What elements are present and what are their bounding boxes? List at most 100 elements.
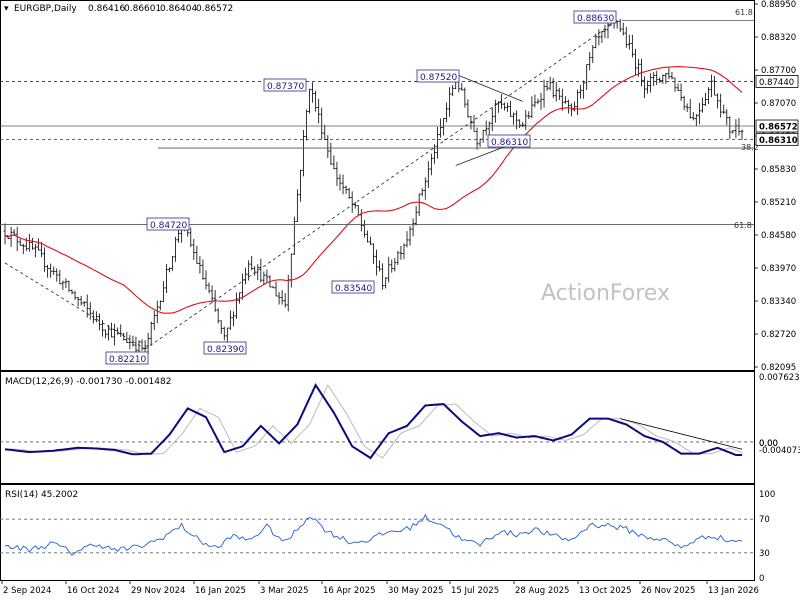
price-bar (335, 161, 339, 186)
price-bar (381, 263, 385, 290)
price-bar (436, 126, 439, 159)
price-bar (366, 230, 369, 243)
open-value: 0.86416 (88, 4, 125, 14)
swing-annotation: 0.82390 (203, 341, 247, 355)
price-bar (195, 245, 199, 264)
price-bar (548, 76, 552, 91)
price-bar (393, 257, 397, 272)
price-bar (442, 117, 445, 136)
price-bar (600, 30, 604, 43)
price-bar (396, 250, 400, 265)
swing-annotation: 0.87520 (416, 69, 460, 83)
price-bar (506, 102, 509, 112)
price-bar (98, 313, 101, 331)
fib-label: 61.8 (735, 8, 753, 17)
price-bar (411, 218, 415, 237)
price-bar (484, 120, 488, 136)
price-bar (414, 205, 418, 226)
price-bar (64, 278, 68, 289)
price-bar (362, 219, 366, 238)
price-tick-label: 0.83970 (761, 264, 796, 274)
price-panel-frame (0, 0, 755, 371)
price-bar (387, 256, 391, 283)
price-bar (329, 142, 333, 166)
price-bar (579, 84, 582, 99)
price-bar (155, 300, 159, 324)
price-bar (542, 79, 546, 108)
price-bar (536, 98, 540, 105)
price-bar (621, 22, 625, 36)
price-bar (55, 268, 59, 282)
price-bar (378, 260, 381, 272)
rsi-panel-frame (0, 484, 755, 581)
price-bar (250, 255, 254, 271)
price-bar (554, 81, 558, 102)
price-bar (451, 85, 455, 96)
price-bar (603, 25, 607, 39)
price-bar (302, 129, 305, 177)
price-bar (384, 277, 388, 289)
price-bar (557, 87, 561, 101)
price-bar (701, 97, 704, 113)
swing-annotation-label: 0.86310 (491, 138, 528, 148)
price-bar (649, 73, 653, 93)
low-value: 0.86404 (160, 4, 197, 14)
price-bar (219, 320, 223, 334)
price-bar (314, 90, 318, 112)
price-bar (463, 87, 467, 108)
date-tick-label: 29 Nov 2024 (131, 586, 185, 596)
price-bar (466, 99, 470, 118)
price-bar (295, 189, 299, 223)
price-tick-label: 0.85830 (761, 165, 796, 175)
price-bar (341, 174, 345, 195)
price-bar (34, 243, 37, 258)
price-bar (664, 72, 668, 84)
price-bar (560, 88, 564, 111)
price-bar (417, 193, 421, 216)
swing-annotation: 0.83540 (331, 280, 375, 294)
price-bar (688, 98, 692, 119)
watermark: ActionForex (541, 281, 670, 306)
price-bar (256, 264, 260, 281)
date-tick-label: 26 Nov 2025 (641, 586, 695, 596)
price-bar (262, 271, 266, 286)
macd-tick-label: -0.004073 (759, 446, 800, 456)
date-tick-label: 13 Jan 2026 (708, 586, 759, 596)
price-bar (165, 263, 168, 293)
price-bar (76, 297, 80, 307)
price-header-icon: ▾ (4, 4, 9, 14)
price-bar (161, 281, 165, 303)
overlay-layer: 0.82210 0.84720 0.87370 0.83540 0.82390 0.875… (0, 8, 759, 365)
swing-annotation-label: 0.87520 (420, 73, 457, 83)
date-tick-label: 28 Aug 2025 (515, 586, 569, 596)
price-bar (317, 98, 321, 124)
price-bar (104, 329, 107, 339)
price-tag-label: 0.86310 (759, 136, 798, 146)
rsi-tick-label: 100 (759, 490, 775, 500)
price-bar (445, 102, 448, 123)
price-bar (70, 289, 74, 295)
rsi-tick-label: 70 (759, 515, 770, 525)
price-tag-label: 0.87440 (759, 78, 794, 88)
price-bar (588, 51, 592, 71)
price-bar (152, 310, 156, 331)
price-tick-label: 0.82720 (761, 330, 796, 340)
price-bar (716, 93, 720, 109)
price-bar (652, 72, 656, 86)
price-bar (82, 301, 86, 307)
price-bar (113, 323, 117, 346)
close-value: 0.86572 (196, 4, 233, 14)
price-bar (61, 280, 65, 290)
price-bar (704, 92, 707, 106)
price-tick-label: 0.88950 (761, 0, 796, 10)
swing-annotation: 0.87370 (263, 78, 307, 92)
price-bar (618, 18, 622, 33)
price-bar (646, 80, 649, 94)
price-bar (740, 129, 744, 141)
price-tag: 0.86310 (755, 132, 799, 146)
price-bar (128, 334, 132, 350)
price-bar (673, 77, 677, 92)
swing-annotation: 0.88630 (573, 10, 617, 24)
